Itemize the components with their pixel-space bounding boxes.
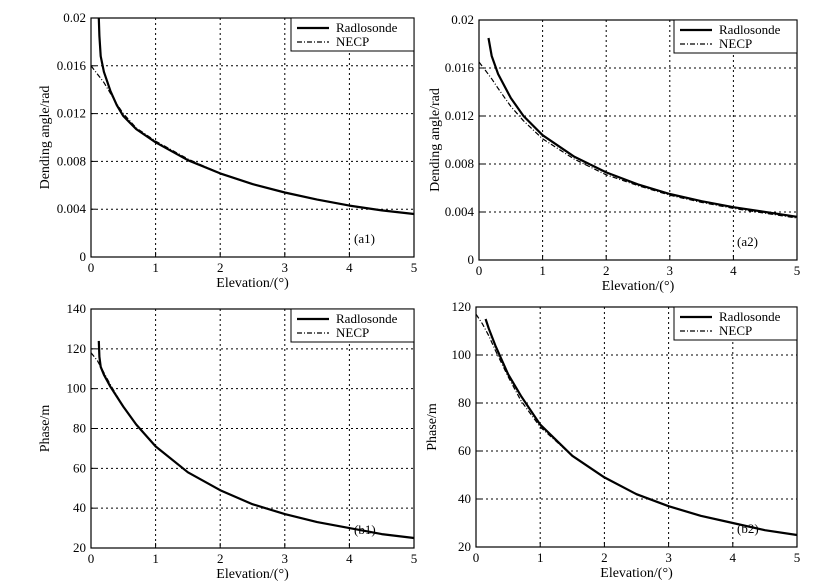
- legend-entry: NECP: [719, 36, 752, 51]
- y-tick-label: 80: [73, 421, 86, 436]
- chart-panel-1: 0 1 2 3 4 5 0 0.004 0.008 0.012 0.016 0.02 Radlosond…: [38, 10, 417, 291]
- x-tick-label: 5: [794, 550, 801, 565]
- x-tick-label: 4: [730, 550, 737, 565]
- y-tick-label: 80: [458, 395, 471, 410]
- y-tick-label: 0.016: [445, 60, 475, 75]
- y-tick-label: 0: [80, 249, 87, 264]
- legend-box: [290, 17, 415, 52]
- x-tick-label: 3: [282, 260, 289, 275]
- y-tick-label: 40: [458, 491, 471, 506]
- x-tick-label: 5: [411, 260, 418, 275]
- y-axis-label: Phase/m: [38, 405, 53, 453]
- y-tick-label: 40: [73, 500, 86, 515]
- legend-box: [673, 19, 798, 54]
- chart-panel-2: 0 1 2 3 4 5 0 0.004 0.008 0.012 0.016 0.02 Radlosond…: [428, 12, 800, 294]
- panel-label: (a2): [737, 234, 758, 249]
- y-tick-label: 0: [468, 252, 475, 267]
- x-tick-label: 4: [346, 260, 353, 275]
- y-axis-label: Dending angle/rad: [38, 86, 53, 190]
- x-tick-label: 0: [88, 551, 95, 566]
- x-tick-label: 3: [282, 551, 289, 566]
- x-axis-label: Elevation/(°): [602, 279, 675, 294]
- x-tick-label: 1: [152, 551, 159, 566]
- x-tick-label: 2: [601, 550, 608, 565]
- y-tick-label: 20: [73, 540, 86, 555]
- x-tick-label: 5: [411, 551, 418, 566]
- x-tick-label: 1: [152, 260, 159, 275]
- legend-entry: Radlosonde: [719, 309, 781, 324]
- legend-box: [290, 308, 415, 343]
- plot-frame: [478, 19, 798, 261]
- y-tick-label: 140: [67, 301, 87, 316]
- x-axis-label: Elevation/(°): [216, 276, 289, 291]
- y-tick-label: 0.012: [57, 106, 86, 121]
- x-axis-label: Elevation/(°): [600, 566, 673, 581]
- y-axis-label: Dending angle/rad: [428, 88, 443, 192]
- plot-frame: [475, 306, 798, 548]
- x-tick-label: 5: [794, 263, 801, 278]
- y-tick-label: 0.012: [445, 108, 474, 123]
- series-line-necp: [475, 313, 798, 536]
- x-tick-label: 0: [88, 260, 95, 275]
- y-axis-label: Phase/m: [425, 403, 440, 451]
- x-tick-label: 0: [476, 263, 483, 278]
- plot-frame: [90, 308, 415, 549]
- x-tick-label: 2: [217, 551, 224, 566]
- y-tick-label: 0.02: [451, 12, 474, 27]
- x-axis-label: Elevation/(°): [216, 567, 289, 582]
- x-tick-label: 2: [217, 260, 224, 275]
- y-tick-label: 0.004: [57, 201, 87, 216]
- legend-box: [673, 306, 798, 341]
- series-line-necp: [478, 61, 798, 219]
- x-tick-label: 1: [537, 550, 544, 565]
- x-tick-label: 3: [667, 263, 674, 278]
- legend-entry: NECP: [336, 325, 369, 340]
- y-tick-label: 0.008: [445, 156, 474, 171]
- x-tick-label: 3: [665, 550, 672, 565]
- panel-label: (a1): [354, 231, 375, 246]
- y-tick-label: 0.008: [57, 153, 86, 168]
- x-tick-label: 4: [346, 551, 353, 566]
- y-tick-label: 0.016: [57, 58, 87, 73]
- y-tick-label: 60: [458, 443, 471, 458]
- legend-entry: NECP: [336, 34, 369, 49]
- series-line-radlosonde: [487, 37, 798, 218]
- legend-entry: NECP: [719, 323, 752, 338]
- legend-entry: Radlosonde: [719, 22, 781, 37]
- y-tick-label: 120: [452, 299, 472, 314]
- y-tick-label: 20: [458, 539, 471, 554]
- legend-entry: Radlosonde: [336, 20, 398, 35]
- series-line-radlosonde: [484, 318, 798, 537]
- y-tick-label: 0.004: [445, 204, 475, 219]
- y-tick-label: 60: [73, 460, 86, 475]
- panel-label: (b1): [354, 522, 376, 537]
- x-tick-label: 1: [539, 263, 546, 278]
- series-line-necp: [90, 352, 415, 539]
- x-tick-label: 4: [730, 263, 737, 278]
- y-tick-label: 120: [67, 341, 87, 356]
- series-line-necp: [90, 65, 415, 215]
- x-tick-label: 2: [603, 263, 610, 278]
- y-tick-label: 0.02: [63, 10, 86, 25]
- legend-entry: Radlosonde: [336, 311, 398, 326]
- plot-frame: [90, 17, 415, 258]
- y-tick-label: 100: [67, 381, 87, 396]
- panel-label: (b2): [737, 521, 759, 536]
- y-tick-label: 100: [452, 347, 472, 362]
- x-tick-label: 0: [473, 550, 480, 565]
